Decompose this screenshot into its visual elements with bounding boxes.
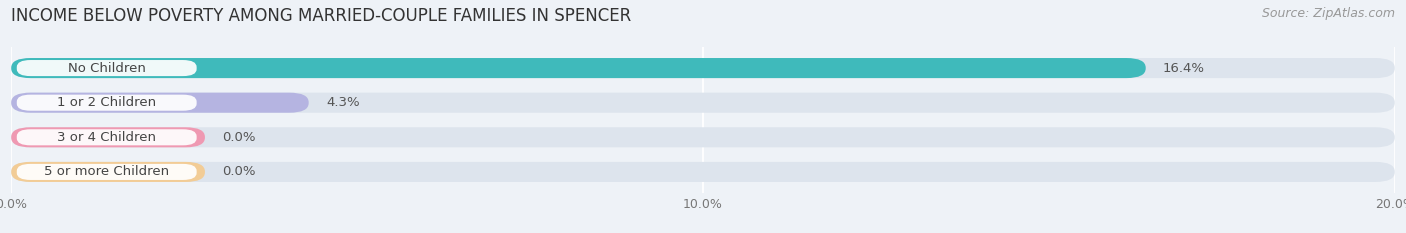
FancyBboxPatch shape <box>11 93 309 113</box>
FancyBboxPatch shape <box>11 127 1395 147</box>
Text: 1 or 2 Children: 1 or 2 Children <box>58 96 156 109</box>
FancyBboxPatch shape <box>11 58 1146 78</box>
Text: 0.0%: 0.0% <box>222 165 256 178</box>
Text: 16.4%: 16.4% <box>1163 62 1205 75</box>
Text: INCOME BELOW POVERTY AMONG MARRIED-COUPLE FAMILIES IN SPENCER: INCOME BELOW POVERTY AMONG MARRIED-COUPL… <box>11 7 631 25</box>
Text: 3 or 4 Children: 3 or 4 Children <box>58 131 156 144</box>
Text: No Children: No Children <box>67 62 146 75</box>
FancyBboxPatch shape <box>17 95 197 111</box>
FancyBboxPatch shape <box>11 162 1395 182</box>
Text: 0.0%: 0.0% <box>222 131 256 144</box>
FancyBboxPatch shape <box>11 127 205 147</box>
FancyBboxPatch shape <box>17 164 197 180</box>
FancyBboxPatch shape <box>11 162 205 182</box>
FancyBboxPatch shape <box>11 93 1395 113</box>
Text: 5 or more Children: 5 or more Children <box>44 165 169 178</box>
Text: Source: ZipAtlas.com: Source: ZipAtlas.com <box>1261 7 1395 20</box>
FancyBboxPatch shape <box>17 60 197 76</box>
Text: 4.3%: 4.3% <box>326 96 360 109</box>
FancyBboxPatch shape <box>11 58 1395 78</box>
FancyBboxPatch shape <box>17 129 197 145</box>
